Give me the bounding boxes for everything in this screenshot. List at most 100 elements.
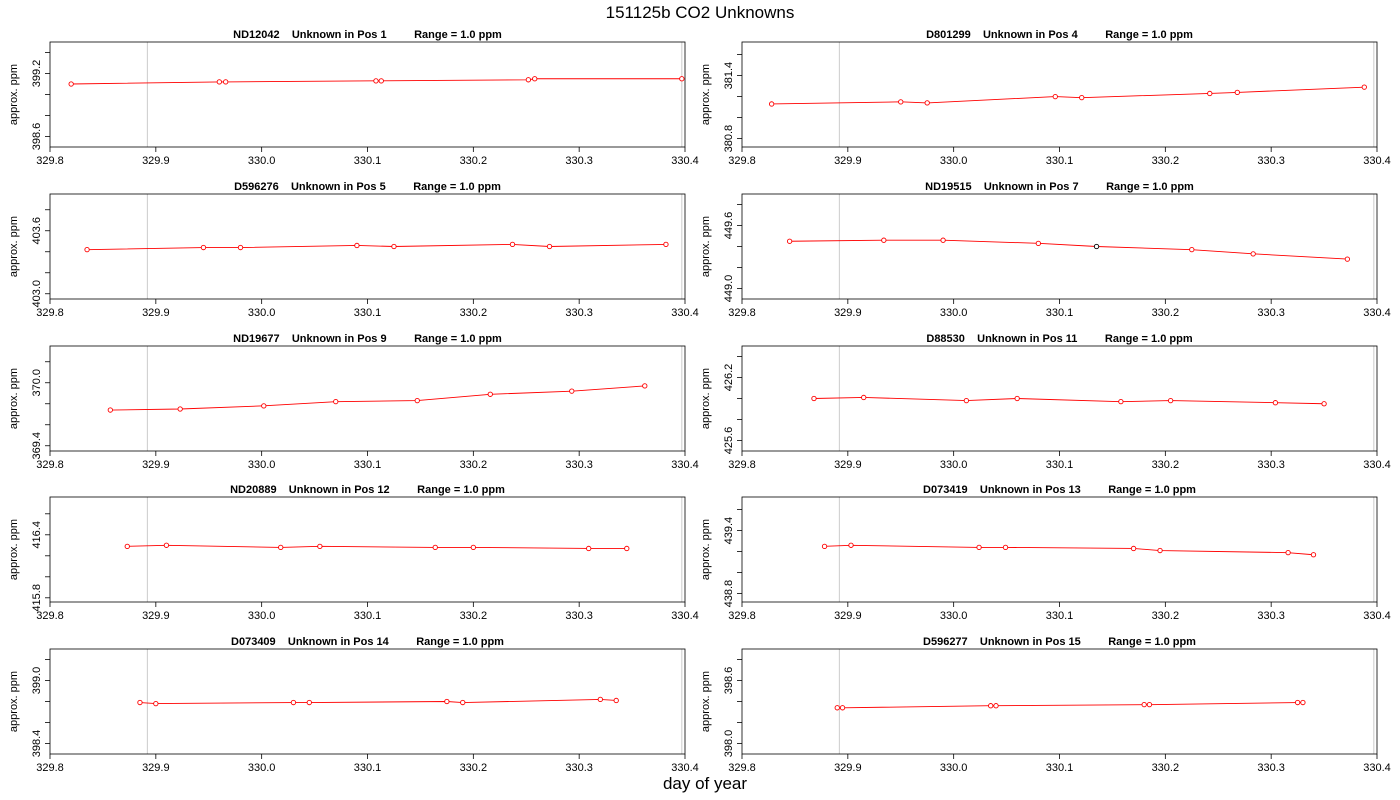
data-point [216, 79, 222, 85]
x-tick-label: 330.0 [248, 155, 276, 167]
data-point [1250, 251, 1256, 257]
data-point [432, 544, 438, 551]
series-line [771, 86, 1365, 105]
data-point [597, 696, 603, 703]
x-tick-label: 329.8 [728, 459, 756, 471]
x-tick-label: 330.3 [565, 610, 593, 622]
data-point [163, 542, 170, 548]
data-point [177, 406, 183, 412]
x-tick-label: 330.4 [671, 459, 699, 471]
x-tick-label: 329.8 [728, 610, 756, 622]
data-point [1167, 397, 1174, 404]
data-point [306, 699, 312, 706]
data-point [354, 242, 360, 249]
x-tick-label: 330.3 [565, 307, 593, 319]
data-point [834, 705, 840, 711]
x-tick-label: 329.8 [728, 307, 756, 319]
x-tick-label: 329.9 [142, 155, 170, 167]
x-tick-label: 329.9 [142, 307, 170, 319]
panel-title: D073419 Unknown in Pos 13 Range = 1.0 pp… [923, 484, 1196, 496]
x-tick-label: 330.3 [1257, 155, 1285, 167]
x-tick-label: 330.0 [248, 610, 276, 622]
y-axis-label: approx. ppm [700, 671, 712, 732]
x-tick-label: 330.2 [460, 610, 488, 622]
x-tick-label: 329.9 [834, 762, 862, 774]
data-point [768, 101, 775, 107]
x-tick-label: 330.3 [1257, 610, 1285, 622]
x-tick-label: 329.8 [36, 307, 64, 319]
data-point [1361, 84, 1367, 90]
x-tick-label: 330.1 [354, 155, 382, 167]
x-tick-label: 330.2 [460, 155, 488, 167]
data-point [924, 100, 930, 106]
series-line [789, 239, 1348, 260]
y-tick-label: 449.0 [723, 275, 735, 303]
x-tick-label: 330.4 [1363, 610, 1391, 622]
x-tick-label: 330.2 [1152, 459, 1180, 471]
y-tick-label: 415.8 [31, 584, 43, 612]
x-axis-label: day of year [662, 774, 748, 793]
panel-title: D88530 Unknown in Pos 11 Range = 1.0 ppm [926, 333, 1192, 345]
data-point [993, 703, 999, 709]
x-tick-label: 330.0 [248, 307, 276, 319]
data-point [1272, 400, 1279, 406]
data-point [525, 77, 532, 83]
x-tick-label: 330.1 [354, 762, 382, 774]
x-tick-label: 330.0 [248, 762, 276, 774]
data-point [1141, 702, 1147, 708]
data-point [1310, 552, 1317, 558]
data-point [237, 244, 244, 251]
y-tick-label: 398.4 [31, 730, 43, 758]
data-point [642, 383, 648, 389]
data-point [460, 699, 466, 706]
data-point [68, 81, 74, 87]
x-tick-label: 330.3 [1257, 459, 1285, 471]
data-point [848, 542, 854, 548]
x-tick-label: 330.1 [354, 610, 382, 622]
plot-frame [49, 41, 686, 148]
x-tick-label: 330.1 [1046, 762, 1074, 774]
data-point [1285, 550, 1291, 556]
x-tick-label: 330.1 [1046, 459, 1074, 471]
data-point [821, 543, 828, 549]
data-point [663, 241, 669, 248]
x-tick-label: 329.9 [834, 459, 862, 471]
y-axis-label: approx. ppm [700, 519, 712, 580]
series-line [813, 396, 1325, 405]
x-tick-label: 330.4 [1363, 155, 1391, 167]
plot-frame [741, 345, 1378, 452]
data-point [976, 544, 982, 551]
y-tick-label: 399.2 [31, 60, 43, 88]
panel-title: ND20889 Unknown in Pos 12 Range = 1.0 pp… [230, 484, 505, 496]
data-point [107, 407, 113, 413]
data-point [898, 99, 904, 105]
data-point [624, 545, 630, 552]
data-point [137, 699, 143, 706]
data-point [223, 79, 229, 85]
data-point [1300, 699, 1306, 706]
data-point [414, 397, 420, 404]
data-point [988, 703, 994, 709]
plot-frame [741, 496, 1378, 603]
x-tick-label: 330.2 [460, 762, 488, 774]
x-tick-label: 330.2 [1152, 762, 1180, 774]
data-point [1157, 547, 1163, 554]
x-tick-label: 330.4 [671, 610, 699, 622]
data-point [373, 78, 379, 84]
data-point [861, 394, 867, 401]
y-tick-label: 369.4 [31, 432, 43, 460]
data-point [1146, 702, 1153, 708]
data-point [679, 76, 685, 82]
x-tick-label: 330.2 [1152, 610, 1180, 622]
data-point [1344, 256, 1351, 262]
x-tick-label: 330.4 [1363, 307, 1391, 319]
y-tick-label: 403.6 [31, 217, 43, 245]
data-point [290, 699, 297, 706]
y-tick-label: 398.0 [723, 730, 735, 758]
x-tick-label: 330.1 [354, 459, 382, 471]
data-point [487, 391, 493, 397]
data-point [470, 544, 476, 551]
y-tick-label: 370.0 [31, 369, 43, 397]
data-point [1189, 246, 1195, 253]
y-axis-label: approx. ppm [700, 216, 712, 277]
